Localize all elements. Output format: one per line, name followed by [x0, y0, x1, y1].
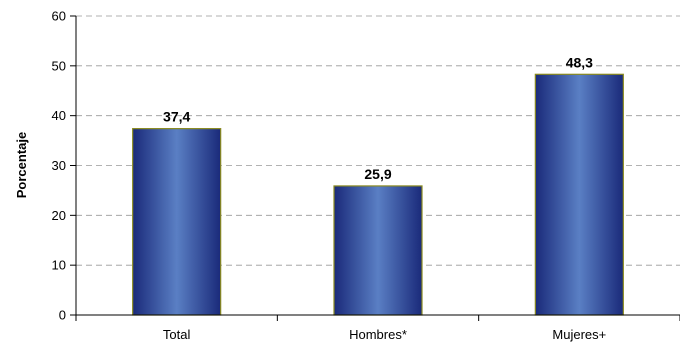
axes [70, 15, 680, 321]
data-label: 37,4 [163, 109, 190, 125]
y-tick-label: 30 [52, 158, 66, 173]
bar-total [132, 128, 222, 316]
y-axis-label: Porcentaje [14, 132, 29, 198]
y-tick-label: 40 [52, 108, 66, 123]
data-label: 48,3 [566, 54, 593, 70]
y-tick-label: 20 [52, 208, 66, 223]
bar-mujeres [534, 73, 624, 316]
bars [132, 73, 624, 316]
category-label: Mujeres+ [552, 327, 606, 342]
bar-hombres [333, 185, 423, 316]
y-tick-label: 10 [52, 258, 66, 273]
y-tick-label: 50 [52, 58, 66, 73]
category-label: Total [163, 327, 191, 342]
y-tick-label: 60 [52, 9, 66, 24]
category-label: Hombres* [349, 327, 407, 342]
data-label: 25,9 [364, 166, 391, 182]
labels: 0 10 20 30 40 50 60 37,4 Total 25,9 Hombres* 48,3 Mu… [52, 9, 607, 343]
y-tick-label: 0 [59, 308, 66, 323]
